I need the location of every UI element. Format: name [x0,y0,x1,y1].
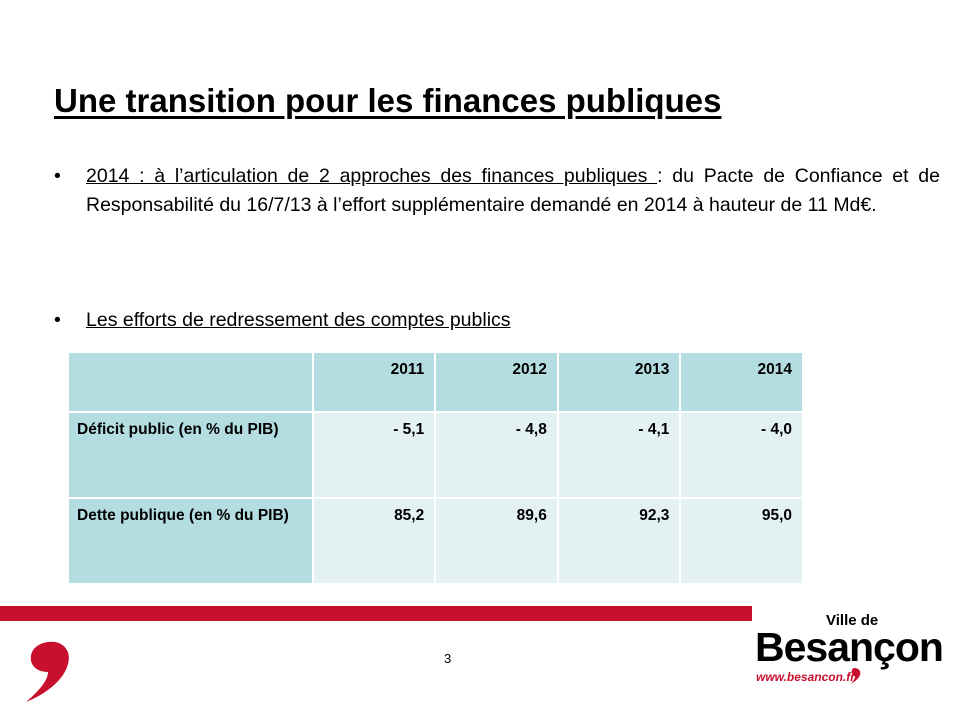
slide-title: Une transition pour les finances publiqu… [54,82,722,119]
logo-url: www.besancon.fr [756,670,855,684]
footer-red-bar [0,606,752,621]
table-cell: 89,6 [434,497,559,585]
bullet-underlined-text: Les efforts de redressement des comptes … [86,309,511,331]
bullet-text: Les efforts de redressement des comptes … [86,306,511,335]
public-finance-table: 2011 2012 2013 2014 Déficit public (en %… [67,351,804,585]
table-cell: 85,2 [311,497,437,585]
bullet-rest-text: : du Pacte de Confiance et de Responsabi… [86,165,940,216]
table-corner-cell [67,351,314,413]
bullet-dot: • [54,309,61,331]
table-cell: - 4,0 [679,411,804,499]
row-label-deficit: Déficit public (en % du PIB) [67,411,314,499]
bullet-text: 2014 : à l’articulation de 2 approches d… [86,162,940,220]
logo-ville-de: Ville de [826,612,879,629]
row-label-dette: Dette publique (en % du PIB) [67,497,314,585]
page-number: 3 [444,651,452,666]
bullet-underlined-text: 2014 : à l’articulation de 2 approches d… [86,165,658,187]
bullet-dot: • [54,165,61,187]
logo-cedilla-icon [851,668,861,684]
logo-besancon-text: Besançon [755,624,944,670]
table-row: Dette publique (en % du PIB) 85,2 89,6 9… [67,497,804,585]
column-header-2011: 2011 [311,351,437,413]
table-cell: - 4,8 [434,411,559,499]
column-header-2014: 2014 [679,351,804,413]
column-header-2012: 2012 [434,351,559,413]
column-header-2013: 2013 [556,351,682,413]
table-header-row: 2011 2012 2013 2014 [67,351,804,413]
table-cell: 95,0 [679,497,804,585]
table-cell: - 4,1 [556,411,682,499]
table-cell: - 5,1 [311,411,437,499]
comma-logo-icon [26,641,69,702]
table-row: Déficit public (en % du PIB) - 5,1 - 4,8… [67,411,804,499]
table-cell: 92,3 [556,497,682,585]
besancon-logo: Ville de Besançon www.besancon.fr [752,610,952,710]
